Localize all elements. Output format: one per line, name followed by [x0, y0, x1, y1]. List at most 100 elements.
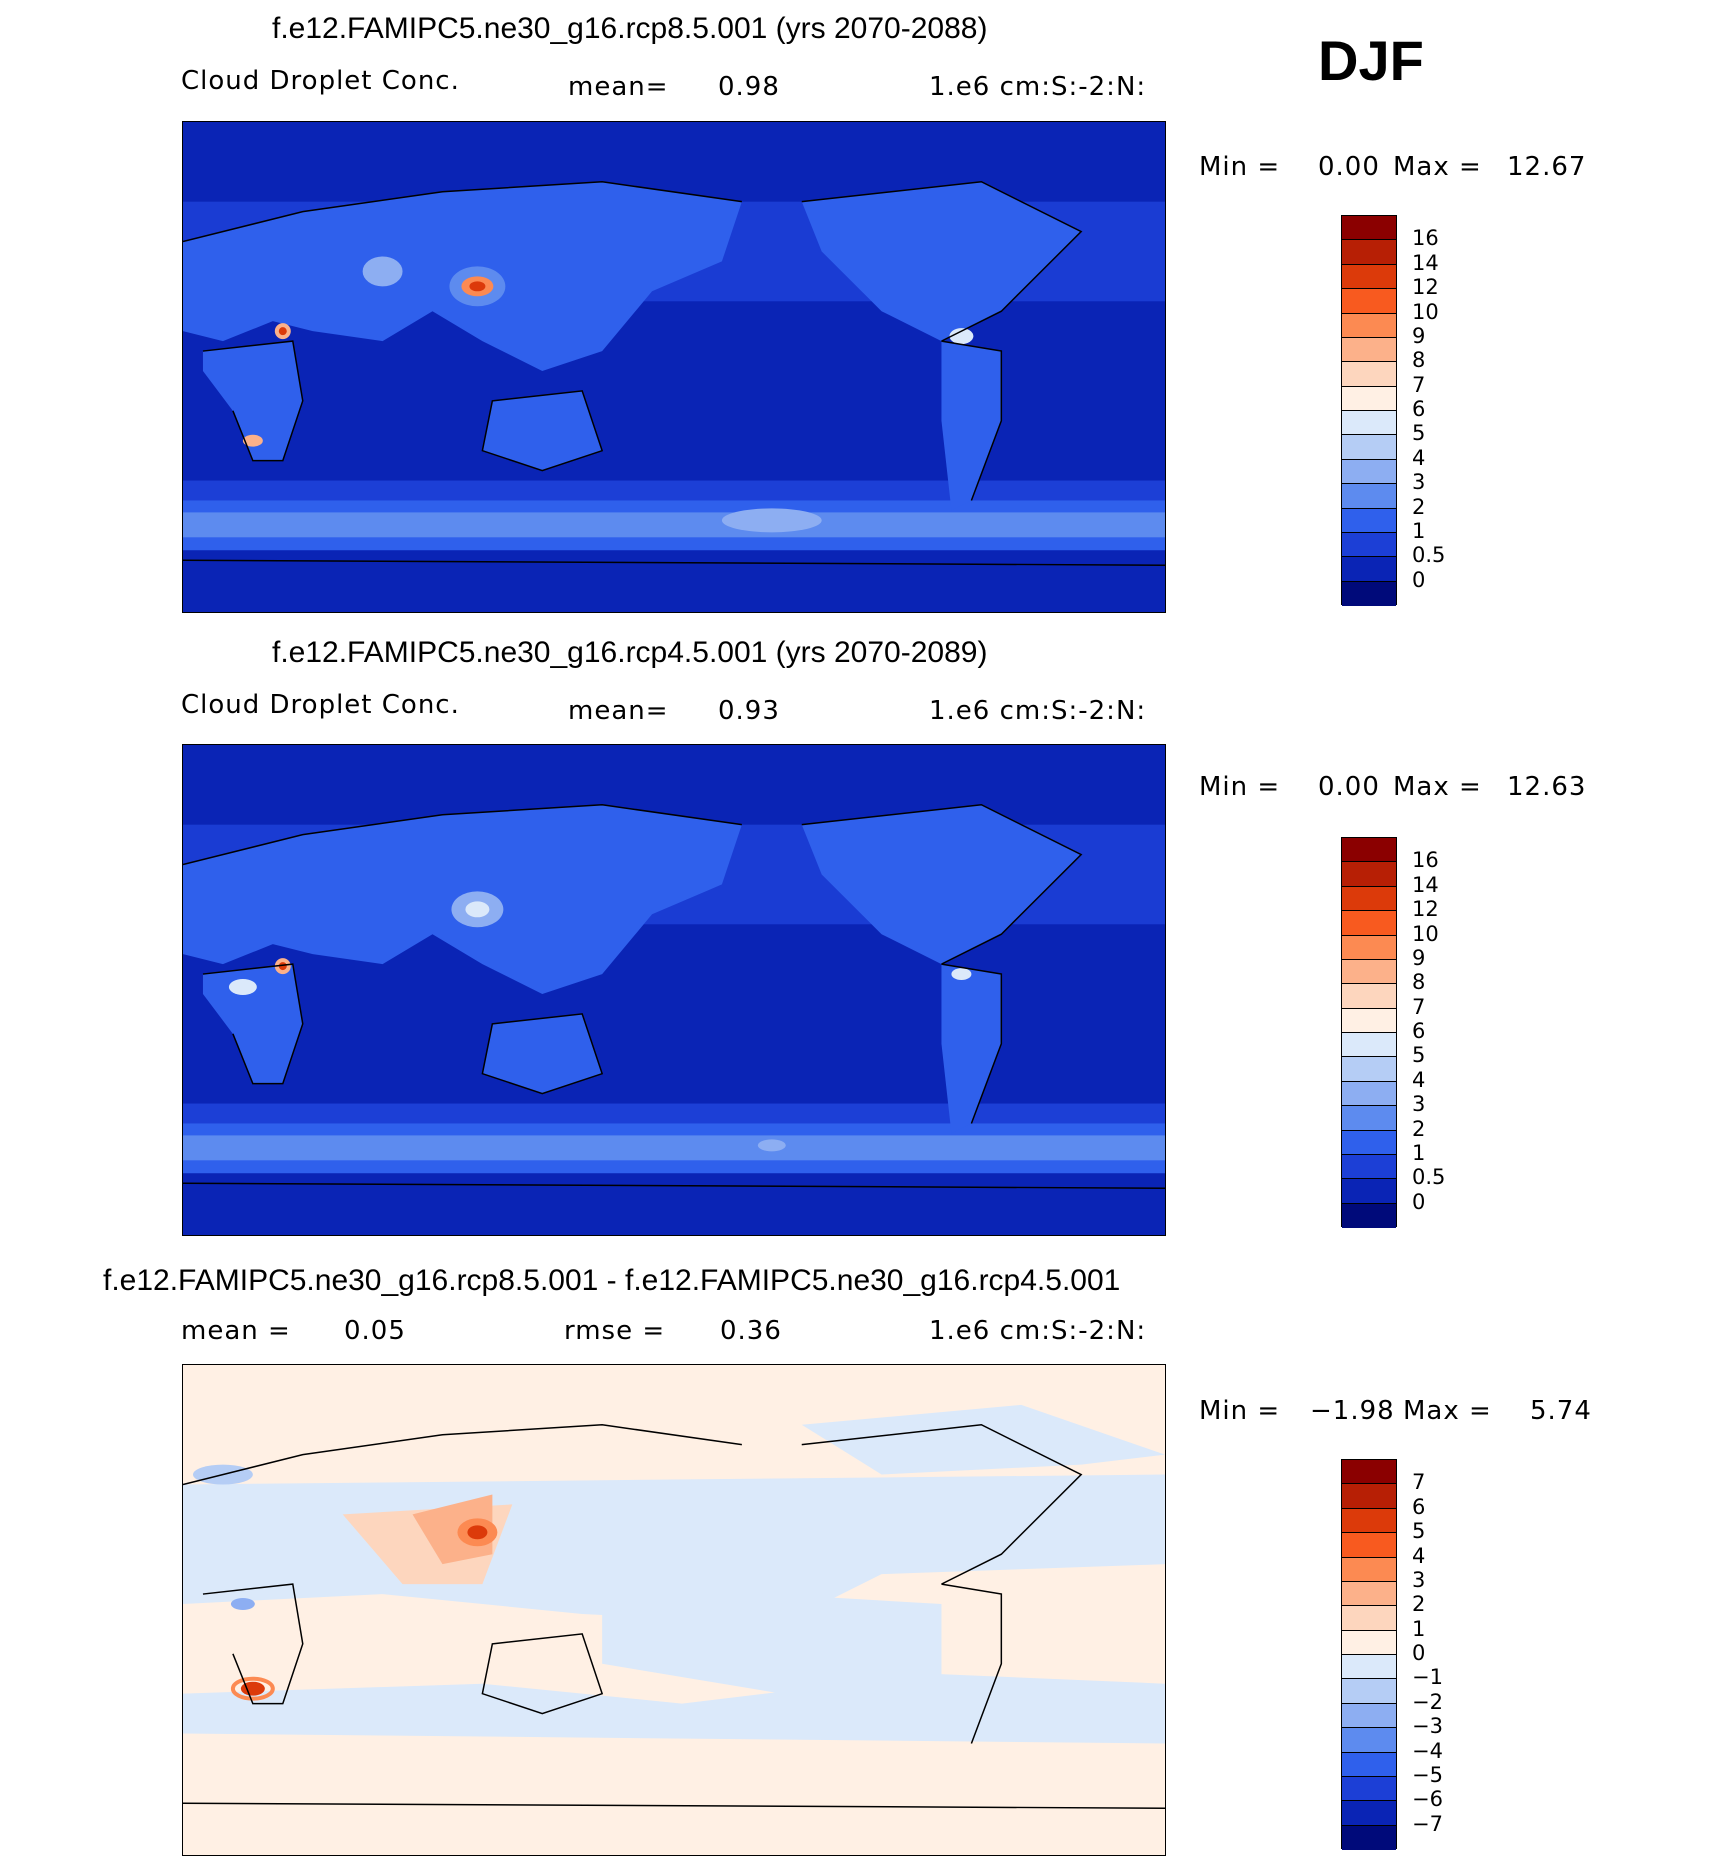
colorbar-tick-label: 6 — [1412, 1019, 1426, 1043]
max-label: Max = — [1403, 1396, 1492, 1426]
colorbar-swatch — [1342, 313, 1396, 338]
colorbar-swatch — [1342, 935, 1396, 960]
colorbar-swatch — [1342, 386, 1396, 411]
colorbar — [1341, 215, 1397, 606]
colorbar-tick-label: 14 — [1412, 872, 1439, 897]
season-label: DJF — [1318, 29, 1424, 92]
colorbar-tick-label: 0 — [1412, 1189, 1426, 1214]
colorbar-swatch — [1342, 1154, 1396, 1180]
colorbar-swatch — [1342, 216, 1396, 241]
colorbar-swatch — [1342, 959, 1396, 985]
panel-title: f.e12.FAMIPC5.ne30_g16.rcp4.5.001 (yrs 2… — [272, 636, 988, 669]
mean-label: mean = — [181, 1316, 291, 1346]
colorbar-tick-label: 3 — [1412, 1567, 1426, 1592]
colorbar-tick-label: −2 — [1412, 1689, 1443, 1714]
min-label: Min = — [1199, 772, 1281, 802]
colorbar-tick-label: −1 — [1412, 1665, 1443, 1690]
min-label: Min = — [1199, 152, 1281, 182]
colorbar-tick-label: −4 — [1412, 1738, 1443, 1763]
colorbar-tick-label: 16 — [1412, 226, 1439, 251]
colorbar — [1341, 837, 1397, 1228]
colorbar-swatch — [1342, 1484, 1396, 1509]
colorbar-tick-label: 9 — [1412, 945, 1426, 970]
colorbar-tick-label: 5 — [1412, 1519, 1426, 1544]
cloud-droplet-map — [183, 745, 1165, 1235]
colorbar-tick-label: 8 — [1412, 348, 1426, 373]
variable-label: Cloud Droplet Conc. — [181, 66, 460, 96]
cloud-droplet-map — [183, 122, 1165, 612]
colorbar-swatch — [1342, 1179, 1396, 1204]
colorbar-swatch — [1342, 1460, 1396, 1485]
colorbar-tick-label: 3 — [1412, 470, 1426, 495]
mean-value: 0.93 — [718, 696, 780, 726]
colorbar-swatch — [1342, 1630, 1396, 1655]
colorbar-swatch — [1342, 911, 1396, 936]
units-label: 1.e6 cm:S:-2:N: — [929, 696, 1147, 726]
rmse-label: rmse = — [564, 1316, 666, 1346]
colorbar-tick-label: 2 — [1412, 494, 1426, 519]
mean-label: mean= — [568, 72, 669, 102]
colorbar-swatch — [1342, 1825, 1396, 1850]
colorbar-swatch — [1342, 362, 1396, 387]
max-value: 12.67 — [1507, 152, 1587, 182]
rmse-value: 0.36 — [720, 1316, 782, 1346]
colorbar-tick-label: 0.5 — [1412, 543, 1446, 568]
colorbar-swatch — [1342, 411, 1396, 436]
colorbar-tick-label: 2 — [1412, 1116, 1426, 1141]
colorbar-tick-label: 1 — [1412, 518, 1426, 543]
colorbar-swatch — [1342, 1203, 1396, 1228]
colorbar-swatch — [1342, 1106, 1396, 1131]
colorbar-tick-label: 14 — [1412, 250, 1439, 275]
colorbar-tick-label: 2 — [1412, 1592, 1426, 1617]
colorbar-tick-label: 12 — [1412, 897, 1439, 922]
colorbar-swatch — [1342, 289, 1396, 314]
max-label: Max = — [1393, 152, 1482, 182]
max-value: 12.63 — [1507, 772, 1587, 802]
colorbar-tick-label: 7 — [1412, 1470, 1426, 1495]
colorbar — [1341, 1459, 1397, 1850]
max-label: Max = — [1393, 772, 1482, 802]
colorbar-swatch — [1342, 1703, 1396, 1729]
colorbar-tick-label: 7 — [1412, 372, 1426, 397]
colorbar-swatch — [1342, 1130, 1396, 1155]
colorbar-swatch — [1342, 1801, 1396, 1826]
colorbar-swatch — [1342, 886, 1396, 912]
map-difference — [182, 1364, 1166, 1856]
colorbar-swatch — [1342, 1081, 1396, 1107]
colorbar-swatch — [1342, 1533, 1396, 1558]
colorbar-tick-label: 6 — [1412, 397, 1426, 421]
colorbar-tick-label: −5 — [1412, 1762, 1443, 1787]
colorbar-tick-label: 0.5 — [1412, 1165, 1446, 1190]
colorbar-swatch — [1342, 508, 1396, 533]
colorbar-swatch — [1342, 1057, 1396, 1082]
colorbar-tick-label: 0 — [1412, 567, 1426, 592]
colorbar-swatch — [1342, 1008, 1396, 1033]
colorbar-tick-label: 1 — [1412, 1616, 1426, 1641]
colorbar-swatch — [1342, 1728, 1396, 1753]
colorbar-swatch — [1342, 1508, 1396, 1534]
colorbar-tick-label: 7 — [1412, 994, 1426, 1019]
mean-value: 0.98 — [718, 72, 780, 102]
colorbar-tick-label: 6 — [1412, 1494, 1426, 1519]
max-value: 5.74 — [1530, 1396, 1592, 1426]
colorbar-tick-label: 16 — [1412, 848, 1439, 873]
map-rcp45 — [182, 744, 1166, 1236]
colorbar-swatch — [1342, 1581, 1396, 1607]
colorbar-swatch — [1342, 337, 1396, 363]
colorbar-tick-label: 10 — [1412, 299, 1439, 324]
cloud-droplet-difference-map — [183, 1365, 1165, 1855]
colorbar-swatch — [1342, 984, 1396, 1009]
colorbar-swatch — [1342, 862, 1396, 887]
colorbar-tick-label: 12 — [1412, 275, 1439, 300]
panel-title: f.e12.FAMIPC5.ne30_g16.rcp8.5.001 (yrs 2… — [272, 12, 988, 45]
colorbar-tick-label: 8 — [1412, 970, 1426, 995]
colorbar-tick-label: 0 — [1412, 1641, 1426, 1665]
colorbar-swatch — [1342, 1752, 1396, 1777]
colorbar-swatch — [1342, 484, 1396, 509]
mean-label: mean= — [568, 696, 669, 726]
min-value: 0.00 — [1318, 772, 1380, 802]
colorbar-swatch — [1342, 581, 1396, 606]
colorbar-swatch — [1342, 1679, 1396, 1704]
colorbar-tick-label: −6 — [1412, 1787, 1443, 1812]
variable-label: Cloud Droplet Conc. — [181, 690, 460, 720]
